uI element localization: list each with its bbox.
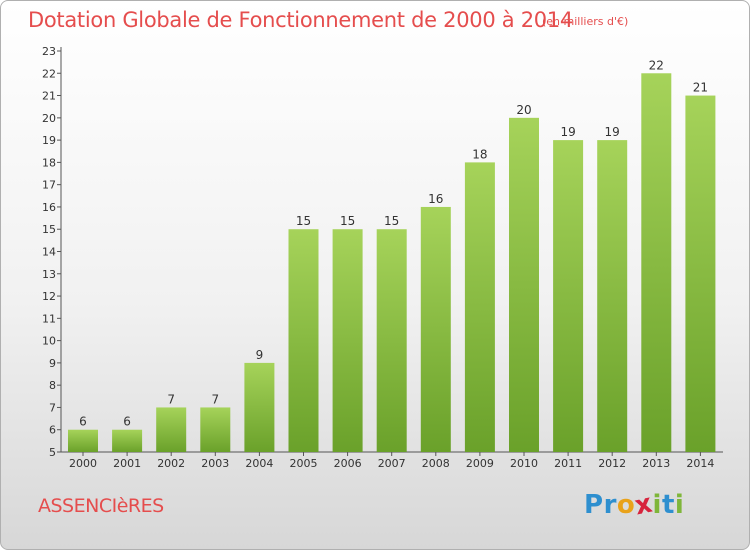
y-tick-label: 23 bbox=[42, 45, 56, 58]
bar-value-label: 9 bbox=[256, 348, 264, 362]
y-tick-label: 19 bbox=[42, 134, 56, 147]
x-tick-label: 2013 bbox=[642, 457, 670, 470]
y-tick-label: 9 bbox=[49, 357, 56, 370]
bar bbox=[420, 206, 451, 452]
x-tick-label: 2008 bbox=[422, 457, 450, 470]
y-tick-label: 8 bbox=[49, 379, 56, 392]
logo-letter: i bbox=[652, 490, 662, 520]
y-tick-label: 22 bbox=[42, 67, 56, 80]
y-tick-label: 16 bbox=[42, 201, 56, 214]
y-tick-label: 7 bbox=[49, 401, 56, 414]
x-tick-label: 2003 bbox=[201, 457, 229, 470]
y-tick-label: 13 bbox=[42, 268, 56, 281]
x-tick-label: 2006 bbox=[334, 457, 362, 470]
bar-value-label: 20 bbox=[516, 103, 531, 117]
x-tick-label: 2004 bbox=[245, 457, 273, 470]
bar bbox=[244, 362, 275, 452]
bar-value-label: 18 bbox=[472, 147, 487, 161]
logo-letter: o bbox=[616, 490, 636, 520]
y-tick-label: 12 bbox=[42, 290, 56, 303]
bar bbox=[156, 407, 187, 452]
x-tick-label: 2014 bbox=[686, 457, 714, 470]
chart-title: Dotation Globale de Fonctionnement de 20… bbox=[28, 8, 573, 32]
y-tick-label: 20 bbox=[42, 112, 56, 125]
bar-value-label: 19 bbox=[560, 125, 575, 139]
logo-letter: r bbox=[603, 490, 617, 520]
commune-name: ASSENCIèRES bbox=[38, 495, 164, 517]
x-tick-label: 2005 bbox=[290, 457, 318, 470]
y-tick-label: 5 bbox=[49, 446, 56, 459]
bar-value-label: 15 bbox=[384, 214, 399, 228]
y-tick-label: 17 bbox=[42, 179, 56, 192]
unit-note: (en milliers d'€) bbox=[542, 15, 629, 28]
bar-value-label: 15 bbox=[340, 214, 355, 228]
logo-letter: P bbox=[584, 490, 604, 520]
logo-letter: t bbox=[661, 490, 675, 520]
bar-value-label: 16 bbox=[428, 192, 443, 206]
bar bbox=[112, 429, 143, 452]
x-tick-label: 2000 bbox=[69, 457, 97, 470]
bar bbox=[332, 229, 363, 452]
y-tick-label: 21 bbox=[42, 90, 56, 103]
x-tick-label: 2010 bbox=[510, 457, 538, 470]
bar bbox=[553, 140, 584, 452]
logo-letter: i bbox=[674, 490, 685, 520]
bar-value-label: 6 bbox=[123, 415, 131, 429]
y-tick-label: 10 bbox=[42, 335, 56, 348]
bar-value-label: 7 bbox=[167, 392, 175, 406]
bar bbox=[597, 140, 628, 452]
x-tick-label: 2009 bbox=[466, 457, 494, 470]
y-tick-label: 14 bbox=[42, 246, 56, 259]
bar bbox=[641, 73, 672, 453]
x-tick-label: 2011 bbox=[554, 457, 582, 470]
y-tick-label: 18 bbox=[42, 156, 56, 169]
x-tick-label: 2001 bbox=[113, 457, 141, 470]
bar bbox=[68, 429, 98, 452]
bar-value-label: 21 bbox=[693, 81, 708, 95]
bar-value-label: 22 bbox=[649, 58, 664, 72]
bar-value-label: 15 bbox=[296, 214, 311, 228]
bar-value-label: 6 bbox=[79, 415, 87, 429]
bar bbox=[685, 95, 716, 453]
x-tick-label: 2007 bbox=[378, 457, 406, 470]
bar bbox=[200, 407, 231, 452]
bar-value-label: 19 bbox=[605, 125, 620, 139]
bar-value-label: 7 bbox=[211, 392, 219, 406]
y-tick-label: 15 bbox=[42, 223, 56, 236]
bar bbox=[376, 229, 407, 452]
bar bbox=[464, 162, 495, 452]
y-tick-label: 11 bbox=[42, 312, 56, 325]
bar bbox=[288, 229, 319, 452]
proxiti-logo: Proxiti bbox=[584, 489, 685, 522]
y-tick-label: 6 bbox=[49, 424, 56, 437]
x-tick-label: 2012 bbox=[598, 457, 626, 470]
bar bbox=[509, 117, 539, 452]
x-tick-label: 2002 bbox=[157, 457, 185, 470]
